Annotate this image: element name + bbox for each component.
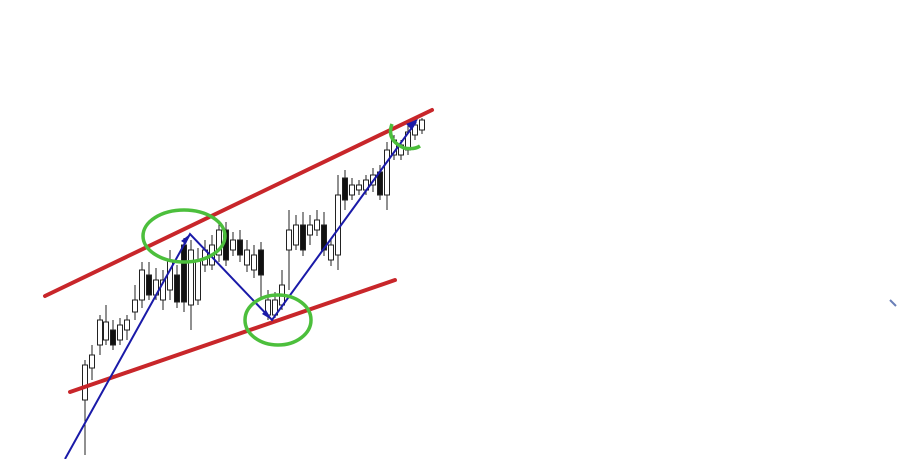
highlight-ellipse	[243, 293, 313, 347]
candle-body	[314, 219, 320, 231]
candle-body	[132, 299, 138, 313]
candle-body	[335, 194, 341, 256]
candle-body	[89, 354, 95, 369]
candle-body	[139, 269, 145, 301]
candle-body	[82, 364, 88, 401]
candle-body	[328, 244, 334, 261]
candle-body	[181, 244, 187, 303]
highlight-ellipse	[141, 208, 227, 264]
trend-zigzag	[64, 121, 417, 459]
candle-body	[356, 184, 362, 191]
candle-body	[160, 279, 166, 301]
candle-body	[384, 149, 390, 196]
highlight-arc	[388, 123, 421, 151]
candle-body	[244, 249, 250, 266]
arrow-head	[406, 119, 418, 130]
mark	[889, 299, 897, 307]
candle-body	[188, 249, 194, 306]
candle-body	[349, 184, 355, 196]
candle-body	[103, 321, 109, 341]
candle-body	[97, 319, 103, 346]
candle-body	[258, 249, 264, 276]
lower-channel-line	[68, 278, 397, 394]
candle-body	[230, 239, 236, 251]
candle-body	[237, 239, 243, 256]
candle-body	[117, 324, 123, 341]
candle-body	[307, 224, 313, 236]
arrow-head	[181, 234, 190, 244]
candle-body	[293, 224, 299, 246]
candle-body	[251, 254, 257, 271]
candle-body	[146, 274, 152, 296]
candle-body	[195, 259, 201, 301]
candle-body	[419, 119, 425, 131]
candle-body	[174, 274, 180, 303]
candle-body	[342, 177, 348, 201]
arrow-head	[262, 310, 272, 320]
candle-body	[300, 224, 306, 251]
candle-body	[124, 319, 130, 331]
candle-body	[216, 229, 222, 256]
upper-channel-line	[43, 108, 434, 298]
candle-body	[286, 229, 292, 251]
candle-body	[110, 329, 116, 346]
